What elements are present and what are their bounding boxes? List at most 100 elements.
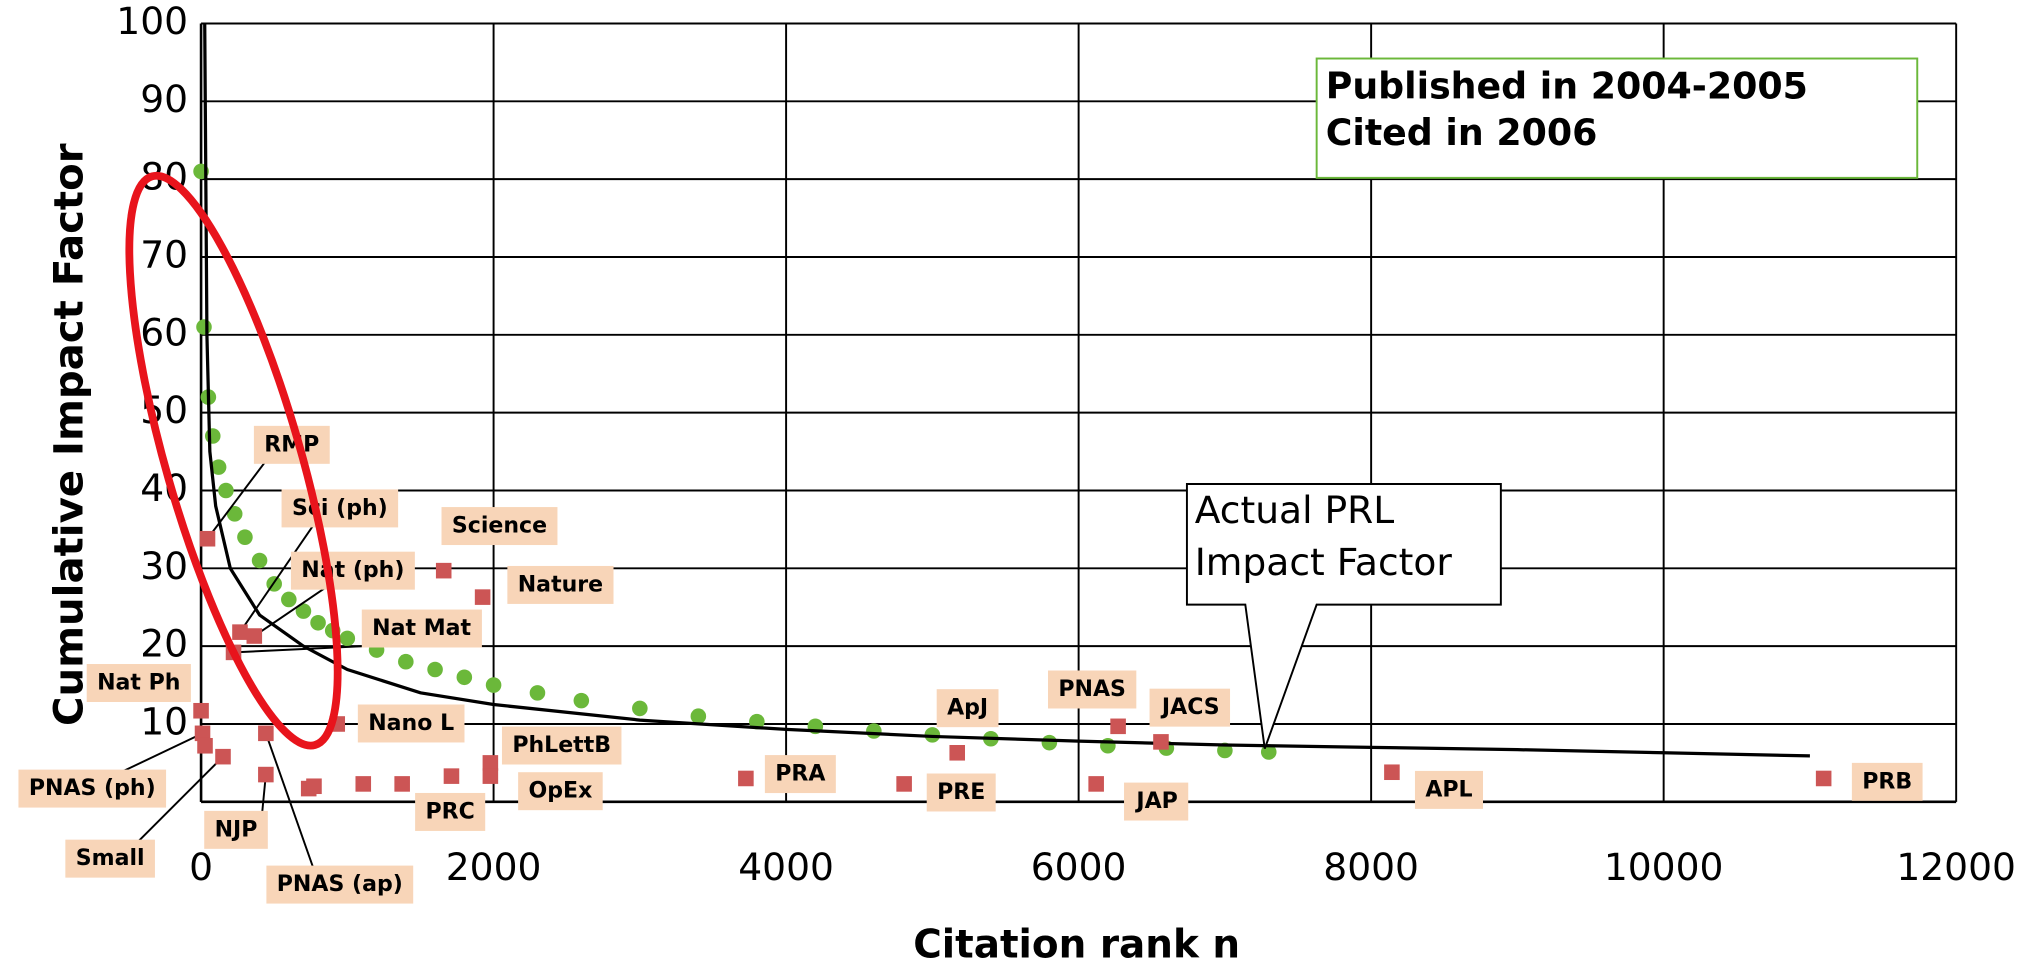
data-label: PhLettB [512,733,611,758]
green-point [573,692,590,709]
green-point [210,459,227,475]
callout-text: Impact Factor [1195,540,1453,584]
data-label: RMP [264,432,319,457]
journal-point [232,624,248,640]
leader-line [253,585,328,637]
annotation-text: Cited in 2006 [1326,111,1598,154]
y-tick-label: 70 [140,232,188,276]
data-label: Nature [518,572,603,597]
y-tick-label: 20 [140,622,188,666]
fit-line [203,23,1810,758]
callout-text: Actual PRL [1195,488,1395,532]
x-axis-label: Citation rank n [913,923,1240,968]
leader-line [239,523,315,633]
leader-line [117,732,203,775]
journal-point [482,755,499,771]
label-box [1149,688,1231,727]
data-label: PNAS (ph) [29,776,156,801]
green-point [456,669,473,686]
y-tick-label: 60 [140,310,188,354]
label-box [926,773,996,812]
data-label: Nat Ph [97,671,180,696]
x-tick-label: 8000 [1323,845,1419,889]
journal-point [1088,776,1104,792]
label-box [415,792,486,831]
green-point [1041,734,1058,751]
data-label: PRB [1862,769,1912,794]
data-label: NJP [215,817,258,842]
label-box [1048,670,1137,709]
journal-point [199,530,216,547]
data-label: ApJ [947,696,988,721]
data-label: PRC [425,799,474,824]
label-box [18,769,167,808]
x-tick-label: 4000 [738,845,834,889]
green-point [204,428,221,444]
green-point [485,677,502,693]
data-label: PNAS (ap) [277,872,403,897]
x-tick-label: 6000 [1031,845,1127,889]
green-point [427,661,443,678]
green-point [398,653,414,670]
data-label: Nat (ph) [301,558,404,583]
annotation-box [1315,57,1919,179]
journal-point [355,776,372,792]
x-tick-label: 10000 [1604,845,1724,889]
label-box [65,839,155,878]
journal-point [1815,770,1832,787]
data-label: Sci (ph) [292,496,388,521]
green-point [196,319,212,335]
journal-point [215,748,231,765]
green-point [218,482,234,499]
label-box [507,565,614,604]
x-tick-label: 0 [189,845,213,889]
journal-point [246,628,263,644]
journal-point [1110,718,1126,735]
label-box [357,704,465,743]
leader-line [135,755,224,845]
journal-point [1153,734,1169,750]
y-tick-label: 100 [116,0,188,43]
journal-point [258,725,274,742]
green-point [866,723,882,739]
label-box [936,689,999,728]
green-point [632,700,648,717]
label-box [86,664,191,702]
green-point [690,708,707,724]
green-point [295,603,312,619]
x-tick-label: 12000 [1896,845,2016,889]
green-point [251,552,268,569]
data-label: PRA [775,762,825,787]
label-box [764,755,836,794]
data-label: Science [452,514,547,539]
data-label: JAP [1134,789,1177,814]
green-point [749,713,765,730]
y-tick-label: 10 [140,699,188,743]
label-box [290,551,415,590]
journal-point [394,776,410,792]
label-box [1414,770,1483,809]
journal-point [443,768,460,784]
y-tick-label: 30 [140,544,188,588]
journal-point [194,725,211,742]
green-point [226,506,243,522]
label-box [204,810,268,849]
y-axis-label: Cumulative Impact Factor [46,143,92,726]
journal-point [896,776,912,792]
journal-point [1384,764,1400,781]
journal-point [193,702,209,719]
green-point [339,630,356,647]
label-box [518,772,603,811]
journal-point [435,562,452,579]
label-box [266,865,414,904]
green-point [237,529,253,545]
data-label: JACS [1160,695,1220,720]
journal-point [306,778,322,795]
label-box [501,726,622,765]
y-tick-label: 90 [140,77,188,121]
data-label: Small [76,846,145,871]
data-label: Nat Mat [372,616,471,641]
label-box [441,507,558,546]
data-label: PNAS [1058,677,1126,702]
